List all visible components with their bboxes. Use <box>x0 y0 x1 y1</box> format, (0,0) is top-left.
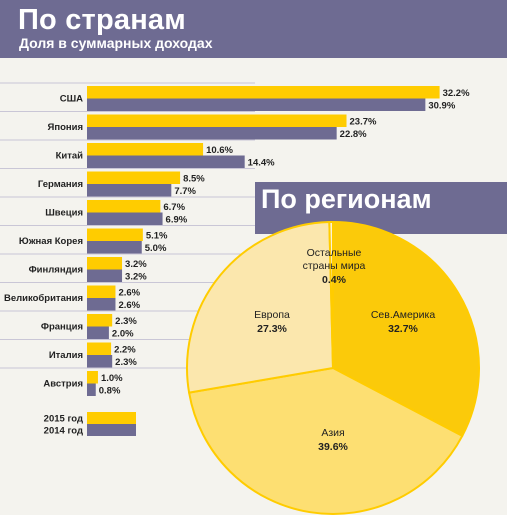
bar-row-3-value-label-2015: 8.5% <box>183 174 205 185</box>
bar-row-10-bar-2014 <box>87 383 96 396</box>
bar-row-8-value-label-2014: 2.0% <box>112 329 134 340</box>
pie-slice-europe <box>186 221 334 394</box>
legend-label-2014: 2014 год <box>44 426 83 437</box>
pie-label-asia: Азия <box>321 427 344 439</box>
bar-row-8-value-label-2015: 2.3% <box>115 316 137 327</box>
bar-row-8-bar-2015 <box>87 314 113 327</box>
pie-slice-north-america <box>332 221 480 437</box>
bar-row-10-bar-2015 <box>87 371 98 384</box>
bar-row-2-value-label-2014: 14.4% <box>248 158 275 169</box>
bar-row-0-bar-2014 <box>87 98 426 111</box>
pie-label-europe: Европа <box>254 309 290 321</box>
bar-row-4-bar-2014 <box>87 212 163 225</box>
bar-row-4-category-label: Швеция <box>45 208 83 219</box>
bar-row-1-bar-2015 <box>87 114 347 127</box>
bar-row-6-value-label-2014: 3.2% <box>125 272 147 283</box>
bar-row-5-bar-2015 <box>87 228 143 241</box>
bar-row-10-value-label-2015: 1.0% <box>101 373 123 384</box>
bar-row-6-category-label: Финляндия <box>29 265 83 276</box>
bar-row-0-value-label-2015: 32.2% <box>443 88 470 99</box>
header-banner: По странам Доля в суммарных доходах <box>0 0 507 58</box>
pie-slice-rest-of-world <box>328 221 334 369</box>
bar-row-4-bar-2015 <box>87 200 161 213</box>
bar-row-9-value-label-2015: 2.2% <box>114 345 136 356</box>
legend-swatch-2015 <box>87 412 136 424</box>
bar-row-6-value-label-2015: 3.2% <box>125 259 147 270</box>
bar-row-4-value-label-2014: 6.9% <box>166 215 188 226</box>
bar-row-10-value-label-2014: 0.8% <box>99 386 121 397</box>
bar-row-3-bar-2014 <box>87 184 172 197</box>
pie-value-europe: 27.3% <box>257 323 287 335</box>
bar-row-2-category-label: Китай <box>56 151 84 162</box>
bar-row-7-category-label: Великобритания <box>4 293 83 304</box>
bar-row-5-category-label: Южная Корея <box>19 236 83 247</box>
bar-row-7-value-label-2014: 2.6% <box>118 300 140 311</box>
bar-row-1-bar-2014 <box>87 127 337 140</box>
bar-row-5-value-label-2015: 5.1% <box>146 231 168 242</box>
pie-value-rest-of-world: 0.4% <box>322 274 347 286</box>
page-title: По странам <box>18 4 186 36</box>
bar-row-6-bar-2015 <box>87 257 123 270</box>
bar-row-9-category-label: Италия <box>49 350 83 361</box>
bar-row-9-bar-2015 <box>87 342 112 355</box>
legend-swatch-2014 <box>87 424 136 436</box>
page-subtitle: Доля в суммарных доходах <box>19 35 213 51</box>
bar-row-1-value-label-2014: 22.8% <box>340 129 367 140</box>
pie-label-rest-of-world-line-0: Остальные <box>307 247 362 259</box>
bar-row-2-bar-2015 <box>87 143 204 156</box>
bar-row-5-value-label-2014: 5.0% <box>145 243 167 254</box>
bar-row-3-bar-2015 <box>87 171 181 184</box>
bar-row-1-category-label: Япония <box>48 122 84 133</box>
bar-row-0-category-label: США <box>60 94 83 105</box>
pie-value-north-america: 32.7% <box>388 323 418 335</box>
bar-row-8-bar-2014 <box>87 326 109 339</box>
bar-row-8-category-label: Франция <box>41 322 83 333</box>
bar-row-3-category-label: Германия <box>38 179 83 190</box>
pie-slice-asia <box>188 367 464 515</box>
bar-row-0-value-label-2014: 30.9% <box>428 101 455 112</box>
bar-row-7-value-label-2015: 2.6% <box>118 288 140 299</box>
pie-title: По регионам <box>261 184 432 214</box>
bar-row-4-value-label-2015: 6.7% <box>163 202 185 213</box>
bar-row-2-bar-2014 <box>87 155 245 168</box>
bar-row-3-value-label-2014: 7.7% <box>174 186 196 197</box>
bar-row-9-bar-2014 <box>87 355 113 368</box>
bar-row-0-bar-2015 <box>87 86 440 99</box>
bar-row-6-bar-2014 <box>87 269 123 282</box>
bar-row-5-bar-2014 <box>87 241 142 254</box>
bar-row-7-bar-2015 <box>87 285 116 298</box>
pie-header-banner: По регионам <box>255 182 507 234</box>
bar-row-1-value-label-2015: 23.7% <box>350 117 377 128</box>
bar-row-7-bar-2014 <box>87 298 116 311</box>
pie-label-north-america: Сев.Америка <box>371 309 436 321</box>
bar-row-10-category-label: Австрия <box>43 379 83 390</box>
bar-row-9-value-label-2014: 2.3% <box>115 357 137 368</box>
legend-label-2015: 2015 год <box>44 414 83 425</box>
pie-value-asia: 39.6% <box>318 441 348 453</box>
pie-label-rest-of-world-line-1: страны мира <box>303 260 366 272</box>
bar-row-2-value-label-2015: 10.6% <box>206 145 233 156</box>
